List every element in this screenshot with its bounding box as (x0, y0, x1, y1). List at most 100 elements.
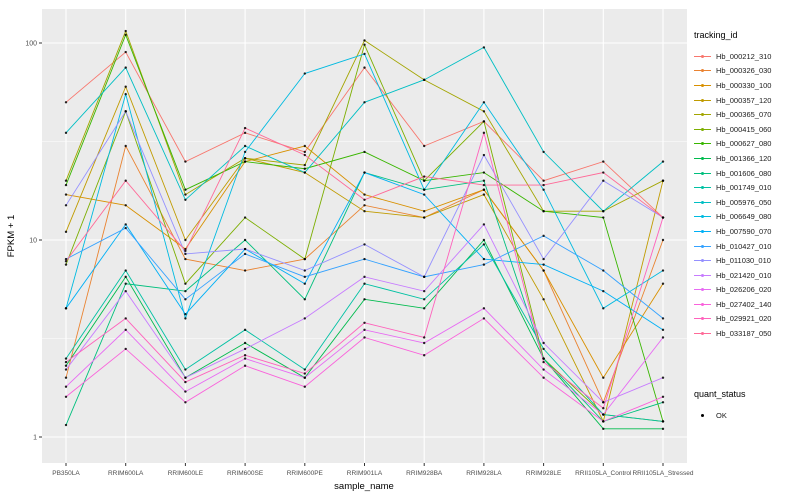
ok-point-icon (694, 411, 711, 420)
data-point (184, 249, 187, 253)
data-point (303, 275, 306, 279)
data-point (602, 210, 605, 213)
series-line-icon (694, 271, 711, 280)
data-point (124, 85, 127, 88)
data-point (482, 179, 486, 182)
data-point (303, 298, 306, 301)
data-point (363, 210, 366, 213)
x-tick-label: RRIM600LE (168, 470, 204, 477)
series-line-icon (694, 81, 711, 90)
data-point (124, 29, 127, 33)
legend-item-label: Hb_026206_020 (716, 285, 772, 295)
data-point (184, 390, 187, 393)
data-point (423, 179, 426, 182)
data-point (423, 216, 426, 219)
data-point (661, 376, 665, 379)
data-point (124, 289, 127, 293)
data-point (184, 257, 187, 261)
data-point (64, 360, 68, 364)
legend-item-label: Hb_000627_080 (716, 139, 772, 149)
legend-item-label: Hb_000330_100 (716, 80, 772, 90)
legend-item-label: Hb_000415_060 (716, 124, 772, 134)
data-point (423, 144, 426, 148)
legend-item: Hb_001606_080 (694, 166, 798, 181)
data-point (64, 376, 68, 379)
data-point (482, 131, 486, 135)
data-point (124, 275, 127, 279)
data-point (482, 238, 486, 242)
legend-item: Hb_005976_050 (694, 195, 798, 210)
series-line-icon (694, 285, 711, 294)
data-point (184, 282, 187, 285)
data-point (423, 354, 426, 357)
x-tick-label: RRIM600LA (108, 470, 144, 477)
data-point (303, 317, 306, 320)
x-tick-label: RRIM928BA (406, 470, 443, 477)
data-point (243, 238, 247, 242)
legend-item: Hb_000212_310 (694, 49, 798, 64)
data-point (124, 347, 127, 351)
data-point (184, 317, 187, 320)
data-point (542, 263, 545, 266)
series-line-icon (694, 329, 711, 338)
y-tick-label: 10 (29, 238, 37, 245)
data-point (602, 269, 605, 272)
data-point (482, 188, 486, 191)
data-point (64, 357, 68, 360)
legend-item: Hb_011030_010 (694, 253, 798, 268)
data-point (602, 401, 605, 404)
data-point (661, 395, 665, 398)
data-point (124, 226, 127, 230)
data-point (243, 357, 247, 360)
data-point (184, 198, 187, 201)
data-point (184, 247, 187, 251)
data-point (363, 257, 366, 261)
data-point (602, 171, 605, 174)
data-point (64, 263, 68, 266)
series-line-icon (694, 300, 711, 309)
data-point (542, 269, 545, 272)
data-point (243, 328, 247, 332)
data-point (124, 317, 127, 320)
series-line-icon (694, 66, 711, 75)
data-point (184, 193, 187, 196)
data-point (303, 282, 306, 285)
data-point (184, 289, 187, 293)
data-point (363, 336, 366, 339)
data-point (303, 385, 306, 388)
data-point (542, 234, 545, 238)
data-point (661, 336, 665, 339)
x-tick-label: RRIM600PE (287, 470, 324, 477)
data-point (423, 341, 426, 345)
legend-item: Hb_001749_010 (694, 180, 798, 195)
legend-item: Hb_007590_070 (694, 224, 798, 239)
data-point (482, 110, 486, 113)
series-line-icon (694, 242, 711, 251)
data-point (602, 420, 605, 423)
data-point (243, 269, 247, 272)
data-point (363, 298, 366, 301)
data-point (64, 307, 68, 310)
data-point (482, 101, 486, 104)
data-point (542, 210, 545, 213)
x-tick-label: RRIM928LE (526, 470, 562, 477)
data-point (243, 157, 247, 160)
data-point (482, 120, 486, 123)
data-point (423, 193, 426, 196)
series-line-icon (694, 52, 711, 61)
data-point (661, 160, 665, 163)
legend-item-label: Hb_005976_050 (716, 197, 772, 207)
data-point (124, 92, 127, 96)
data-point (64, 204, 68, 207)
legend-item-label: Hb_027402_140 (716, 299, 772, 309)
y-tick-label: 1 (33, 435, 37, 442)
legend-item-label: Hb_006649_080 (716, 212, 772, 222)
data-point (184, 401, 187, 404)
data-point (303, 72, 306, 75)
data-point (602, 160, 605, 163)
legend-item-label: Hb_007590_070 (716, 226, 772, 236)
data-point (661, 216, 665, 219)
data-point (602, 413, 605, 416)
data-point (542, 183, 545, 187)
data-point (542, 179, 545, 182)
